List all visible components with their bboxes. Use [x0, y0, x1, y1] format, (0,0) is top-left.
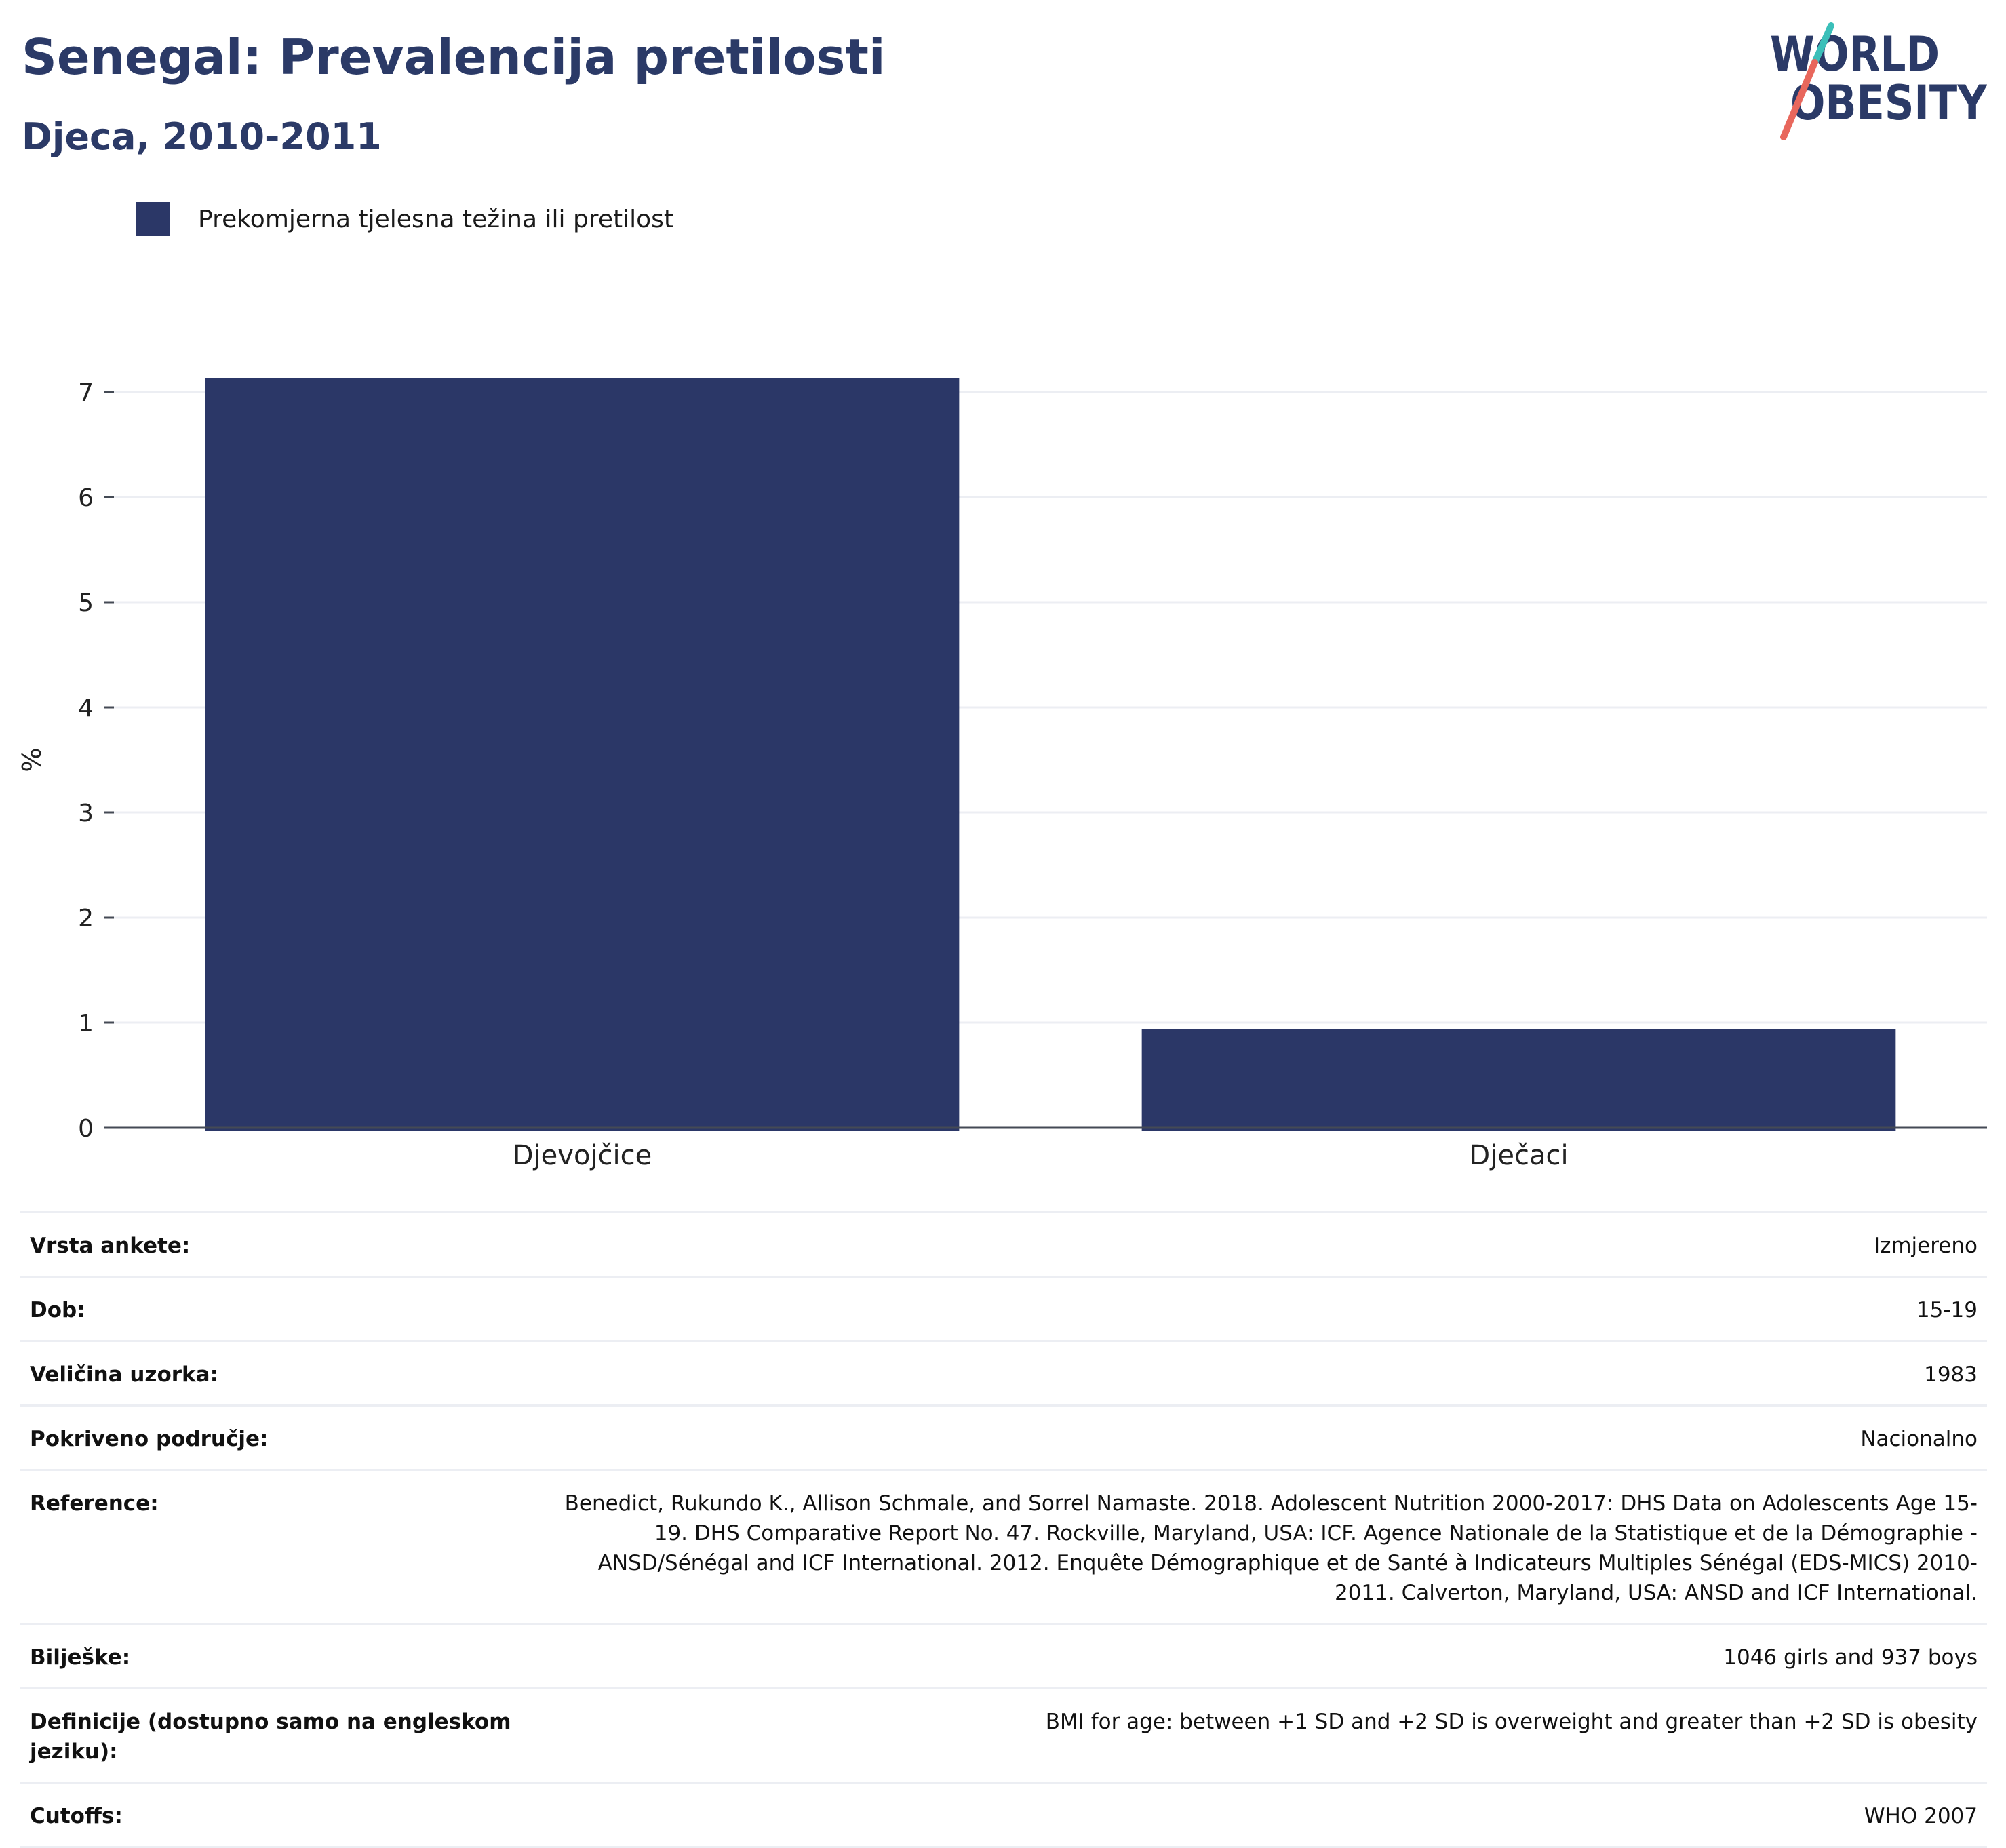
- world-obesity-logo: WORLD OBESITY: [1770, 22, 1987, 140]
- logo-slash-bottom: [1780, 59, 1818, 140]
- info-row: Veličina uzorka: 1983: [20, 1340, 1987, 1404]
- legend-swatch[interactable]: [136, 202, 170, 236]
- legend: Prekomjerna tjelesna težina ili pretilos…: [136, 202, 673, 236]
- x-category-label: Dječaci: [1469, 1140, 1568, 1171]
- y-axis-title: %: [17, 747, 47, 772]
- y-tick-label: 0: [78, 1115, 94, 1143]
- bar-2[interactable]: [1141, 1029, 1896, 1131]
- y-tick-label: 7: [78, 379, 94, 407]
- info-label: Bilješke:: [30, 1645, 131, 1670]
- chart-subtitle: Djeca, 2010-2011: [22, 115, 382, 158]
- info-table: Vrsta ankete: Izmjereno Dob: 15-19 Veličina …: [20, 1211, 1987, 1848]
- info-value: 15-19: [1916, 1298, 1978, 1322]
- y-tick-label: 6: [78, 484, 94, 512]
- bars: [205, 378, 1896, 1131]
- logo-text-world: WORLD: [1770, 26, 1940, 82]
- info-value: Nacionalno: [1860, 1427, 1978, 1451]
- x-axis-labels: Djevojčice Dječaci: [513, 1140, 1569, 1171]
- info-label: Veličina uzorka:: [30, 1362, 218, 1387]
- y-tick-label: 4: [78, 694, 94, 722]
- info-value: Izmjereno: [1873, 1234, 1978, 1258]
- info-value: BMI for age: between +1 SD and +2 SD is …: [1045, 1710, 1978, 1734]
- info-value: 1983: [1924, 1362, 1978, 1387]
- info-value: 1046 girls and 937 boys: [1723, 1645, 1978, 1670]
- info-value: WHO 2007: [1864, 1804, 1978, 1828]
- info-row: Dob: 15-19: [20, 1276, 1987, 1340]
- y-tick-label: 3: [78, 800, 94, 827]
- chart-title: Senegal: Prevalencija pretilosti: [22, 28, 886, 85]
- info-label: Reference:: [30, 1491, 159, 1516]
- legend-label[interactable]: Prekomjerna tjelesna težina ili pretilos…: [198, 205, 673, 233]
- info-label: Dob:: [30, 1298, 85, 1322]
- info-value: Benedict, Rukundo K., Allison Schmale, a…: [564, 1491, 1978, 1605]
- y-tick-label: 2: [78, 905, 94, 932]
- info-label: Vrsta ankete:: [30, 1234, 191, 1258]
- info-row: Cutoffs: WHO 2007: [20, 1782, 1987, 1848]
- logo-text-obesity: OBESITY: [1790, 75, 1987, 131]
- info-row: Reference: Benedict, Rukundo K., Allison …: [20, 1469, 1987, 1623]
- bar-chart: 0 1 2 3 4 5 6 7 Djevojčice Dječaci %: [17, 378, 1987, 1171]
- info-row: Definicije (dostupno samo na engleskom j…: [20, 1687, 1987, 1782]
- info-label: Definicije (dostupno samo na engleskom j…: [30, 1710, 511, 1764]
- y-tick-label: 1: [78, 1010, 94, 1038]
- x-category-label: Djevojčice: [513, 1140, 652, 1171]
- info-row: Bilješke: 1046 girls and 937 boys: [20, 1623, 1987, 1687]
- info-label: Cutoffs:: [30, 1804, 123, 1828]
- y-tick-label: 5: [78, 589, 94, 617]
- info-row: Pokriveno područje: Nacionalno: [20, 1404, 1987, 1469]
- logo-slash-top: [1811, 22, 1834, 66]
- info-label: Pokriveno područje:: [30, 1427, 269, 1451]
- info-row: Vrsta ankete: Izmjereno: [20, 1211, 1987, 1276]
- bar-1[interactable]: [205, 378, 960, 1131]
- y-axis-ticks: 0 1 2 3 4 5 6 7: [78, 379, 114, 1143]
